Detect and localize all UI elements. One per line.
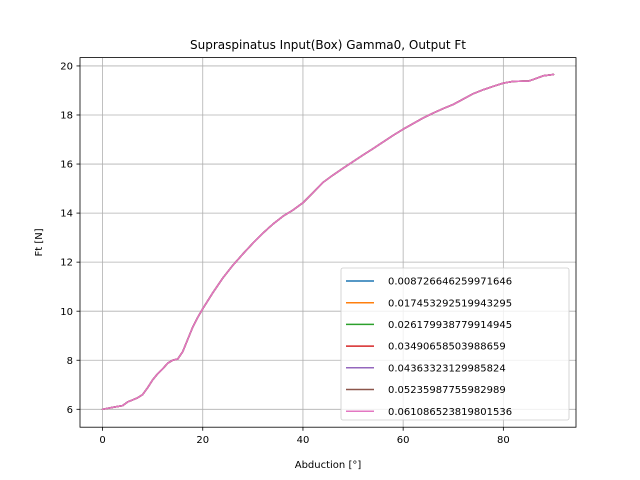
series-lines [101,73,555,411]
grid [80,57,576,428]
y-tick-label: 12 [60,258,73,269]
y-tick-label: 10 [60,307,73,318]
chart-title: Supraspinatus Input(Box) Gamma0, Output … [190,38,466,52]
y-tick-label: 18 [60,111,73,122]
legend-label: 0.017453292519943295 [388,298,512,309]
x-tick-label: 80 [497,435,510,446]
legend-label: 0.03490658503988659 [388,342,506,353]
x-axis-label: Abduction [°] [295,460,362,471]
legend-label: 0.008726646259971646 [388,277,512,288]
legend-label: 0.04363323129985824 [388,363,506,374]
x-tick-label: 40 [297,435,310,446]
legend-label: 0.05235987755982989 [388,385,506,396]
y-tick-label: 20 [60,62,73,73]
axis-ticks: 0 20 40 60 80 6 8 10 12 14 16 18 20 [60,62,509,447]
y-tick-label: 16 [60,160,73,171]
series-line [101,73,555,411]
y-tick-label: 14 [60,209,73,220]
x-tick-label: 0 [99,435,105,446]
legend-box [340,267,570,421]
y-tick-label: 6 [67,405,73,416]
legend-label: 0.061086523819801536 [388,407,512,418]
x-tick-label: 60 [397,435,410,446]
plot-frame [79,57,577,428]
y-axis-label: Ft [N] [34,228,45,256]
x-tick-label: 20 [196,435,209,446]
y-tick-label: 8 [67,356,73,367]
legend: 0.008726646259971646 0.017453292519943295… [340,267,570,421]
legend-label: 0.026179938779914945 [388,320,512,331]
